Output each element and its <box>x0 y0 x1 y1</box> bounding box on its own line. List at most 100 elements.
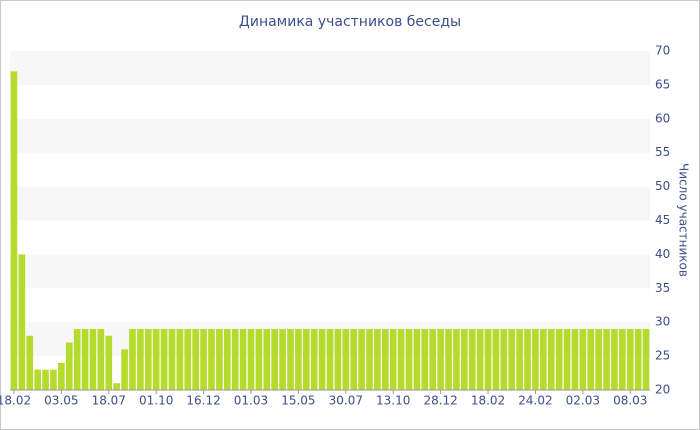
bar <box>579 328 587 390</box>
bar <box>65 342 73 390</box>
bar <box>381 328 389 390</box>
y-tick-label: 60 <box>655 111 670 125</box>
bar <box>421 328 429 390</box>
bar <box>508 328 516 390</box>
bar <box>271 328 279 390</box>
bar <box>50 369 57 390</box>
x-tick-label: 28.12 <box>423 394 457 408</box>
bar <box>223 328 231 390</box>
bar <box>168 328 176 390</box>
bar <box>216 328 223 390</box>
bar <box>500 328 508 390</box>
grid-band <box>10 118 650 153</box>
bar <box>603 328 610 390</box>
bar <box>34 369 41 390</box>
bar <box>287 328 294 390</box>
bar <box>184 328 192 390</box>
y-tick-label: 45 <box>655 213 670 227</box>
y-tick-label: 30 <box>655 315 670 329</box>
x-tick-label: 16.12 <box>186 394 220 408</box>
x-tick-label: 01.03 <box>234 394 268 408</box>
bar <box>105 335 113 390</box>
bar <box>358 328 365 390</box>
chart-title: Динамика участников беседы <box>239 14 461 30</box>
x-tick-label: 18.02 <box>471 394 505 408</box>
x-tick-label: 13.10 <box>376 394 410 408</box>
bar <box>263 328 271 390</box>
bar <box>563 328 571 390</box>
bar <box>129 328 136 390</box>
bar <box>595 328 602 390</box>
bar <box>413 328 421 390</box>
bar <box>42 369 49 390</box>
bar <box>295 328 302 390</box>
bar <box>58 362 65 390</box>
grid-band <box>10 51 650 85</box>
bar <box>611 328 618 390</box>
bar <box>389 328 397 390</box>
x-tick-label: 08.03 <box>613 394 647 408</box>
bar <box>255 328 263 390</box>
x-tick-label: 02.03 <box>566 394 600 408</box>
bar <box>429 328 437 390</box>
bar <box>461 328 468 390</box>
bar <box>302 328 310 390</box>
bar <box>571 328 579 390</box>
bar <box>524 328 531 390</box>
bar <box>334 328 342 390</box>
bar <box>634 328 642 390</box>
grid-band <box>10 254 650 289</box>
bar <box>516 328 523 390</box>
bar <box>453 328 460 390</box>
x-tick-label: 15.05 <box>281 394 315 408</box>
bar <box>121 349 128 390</box>
bar <box>200 328 207 390</box>
y-axis-title: Число участников <box>677 163 691 277</box>
bar <box>445 328 452 390</box>
bar <box>73 328 81 390</box>
bar <box>350 328 358 390</box>
bar <box>397 328 405 390</box>
y-tick-label: 65 <box>655 77 670 91</box>
y-tick-label: 70 <box>655 44 670 58</box>
bar <box>405 328 413 390</box>
bar <box>476 328 484 390</box>
bar <box>152 328 160 390</box>
bar <box>492 328 500 390</box>
bar <box>642 328 650 390</box>
bar <box>366 328 373 390</box>
bar <box>468 328 476 390</box>
x-tick-label: 24.02 <box>518 394 552 408</box>
bar <box>10 71 18 390</box>
bar <box>540 328 547 390</box>
bar <box>342 328 350 390</box>
bar <box>310 328 318 390</box>
bar <box>239 328 247 390</box>
bar <box>208 328 215 390</box>
bar <box>587 328 595 390</box>
y-tick-label: 35 <box>655 281 670 295</box>
x-tick-label: 01.10 <box>139 394 173 408</box>
y-tick-label: 50 <box>655 179 670 193</box>
y-tick-label: 55 <box>655 145 670 159</box>
bar <box>231 328 239 390</box>
bar <box>547 328 555 390</box>
bar <box>81 328 89 390</box>
x-tick-label: 18.07 <box>92 394 126 408</box>
bar <box>437 328 444 390</box>
bar <box>89 328 97 390</box>
bar <box>318 328 326 390</box>
bar <box>374 328 381 390</box>
y-tick-label: 20 <box>655 383 670 397</box>
x-tick-label: 18.02 <box>0 394 31 408</box>
bar <box>176 328 184 390</box>
y-tick-label: 25 <box>655 349 670 363</box>
bar <box>555 328 563 390</box>
bar <box>326 328 334 390</box>
bar <box>18 254 26 390</box>
grid-band <box>10 186 650 221</box>
bar <box>113 383 120 390</box>
bar <box>279 328 286 390</box>
bar <box>247 328 255 390</box>
